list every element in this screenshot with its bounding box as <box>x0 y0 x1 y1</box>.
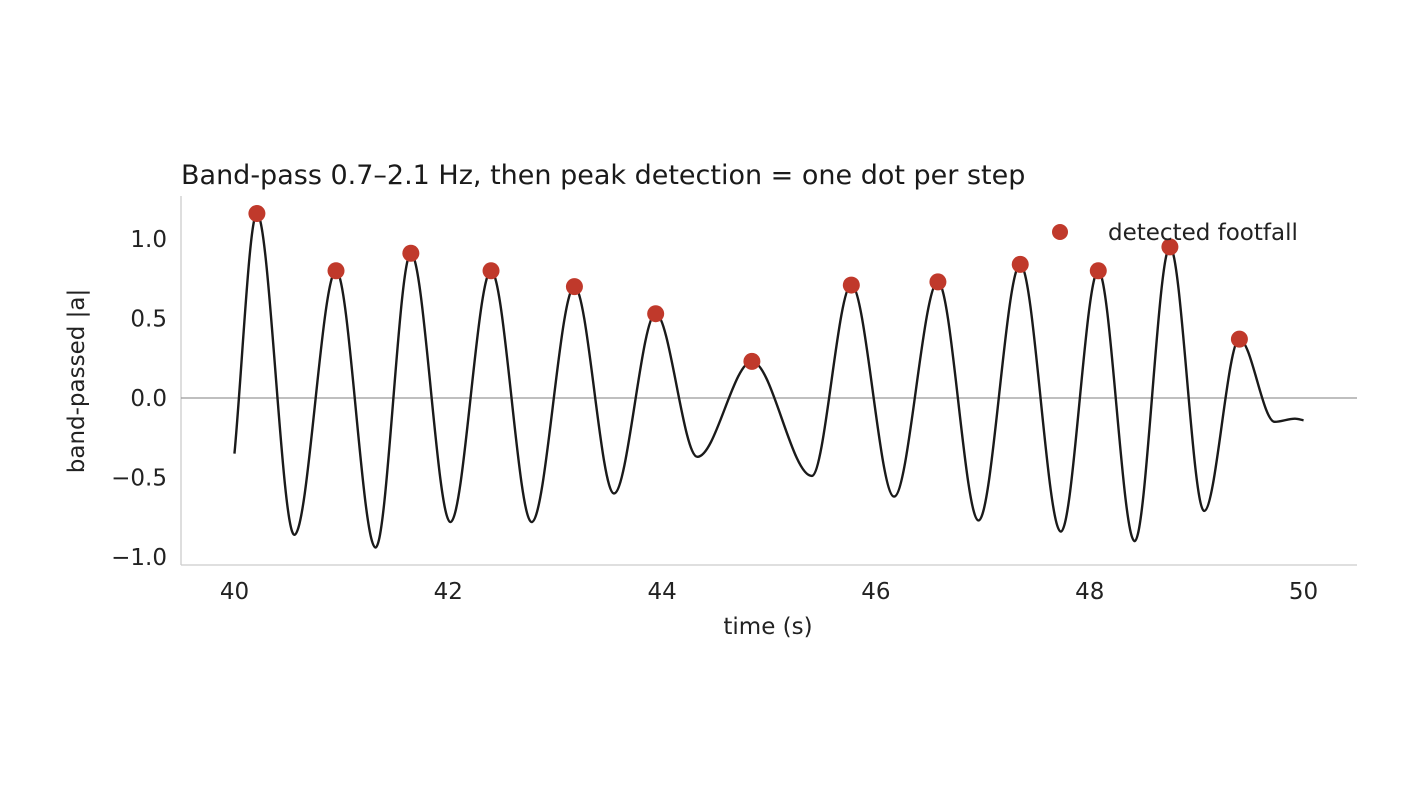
footfall-marker <box>565 278 583 296</box>
x-tick-label: 42 <box>434 579 463 605</box>
line-layer <box>233 212 1304 549</box>
footfall-marker <box>482 262 500 280</box>
footfall-marker <box>647 305 665 323</box>
footfall-marker <box>1011 255 1029 273</box>
y-tick-label: 0.5 <box>130 306 167 332</box>
footfall-marker <box>1089 262 1107 280</box>
x-axis-label: time (s) <box>723 614 812 640</box>
legend-label: detected footfall <box>1108 220 1298 246</box>
x-tick-label: 46 <box>861 579 890 605</box>
y-tick-label: 1.0 <box>130 227 167 253</box>
marker-layer <box>248 204 1248 370</box>
footfall-marker <box>842 276 860 294</box>
footfall-marker <box>248 204 266 222</box>
footfall-marker <box>743 352 761 370</box>
chart-title: Band-pass 0.7–2.1 Hz, then peak detectio… <box>181 160 1025 191</box>
y-tick-label: −0.5 <box>111 466 167 492</box>
footfall-marker <box>929 273 947 291</box>
y-tick-label: 0.0 <box>130 386 167 412</box>
legend: detected footfall <box>1052 220 1298 246</box>
x-tick-label: 48 <box>1075 579 1104 605</box>
x-tick-label: 44 <box>647 579 676 605</box>
tick-layer: 40 42 44 46 48 50 −1.0 −0.5 0.0 0.5 1.0 <box>111 227 1318 605</box>
legend-marker <box>1052 224 1068 240</box>
y-axis-label: band-passed |a| <box>64 289 90 473</box>
y-tick-label: −1.0 <box>111 545 167 571</box>
footfall-marker <box>1161 238 1179 256</box>
footfall-marker <box>1230 330 1248 348</box>
footfall-marker <box>402 244 420 262</box>
axes <box>180 196 1357 566</box>
signal-line <box>233 212 1304 549</box>
x-tick-label: 40 <box>220 579 249 605</box>
x-tick-label: 50 <box>1289 579 1318 605</box>
footfall-marker <box>327 262 345 280</box>
